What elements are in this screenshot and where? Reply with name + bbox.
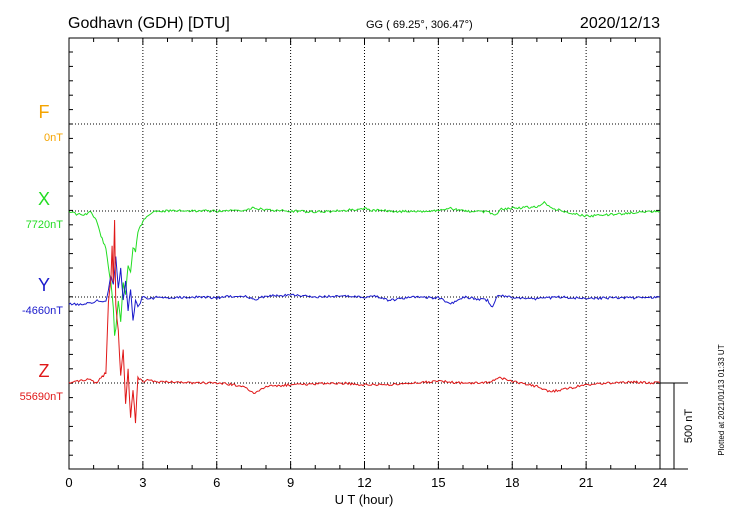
series-name-X: X xyxy=(38,189,50,209)
x-tick-labels: 0 3 6 9 12 15 18 21 24 xyxy=(65,475,667,490)
series-baseline-Z: 55690nT xyxy=(20,391,64,403)
series-line-Z xyxy=(68,219,661,424)
x-axis-label: U T (hour) xyxy=(335,492,394,507)
scale-bar-label: 500 nT xyxy=(683,409,695,444)
x-tick-label-6: 6 xyxy=(213,475,220,490)
plot-date: 2020/12/13 xyxy=(580,15,660,32)
series-name-F: F xyxy=(39,102,50,122)
x-tick-label-21: 21 xyxy=(579,475,593,490)
x-tick-label-12: 12 xyxy=(357,475,371,490)
x-tick-label-24: 24 xyxy=(653,475,667,490)
series-baseline-Y: -4660nT xyxy=(22,305,63,317)
x-tick-label-0: 0 xyxy=(65,475,72,490)
station-title: Godhavn (GDH) [DTU] xyxy=(68,15,230,32)
axis-ticks xyxy=(68,38,661,469)
series-name-Y: Y xyxy=(38,275,50,295)
grid-lines xyxy=(69,38,660,469)
plotted-note: Plotted at 2021/01/13 01:33 UT xyxy=(717,344,726,455)
series-labels: F 0nT X 7720nT Y -4660nT Z 55690nT xyxy=(20,102,64,403)
series-baseline-F: 0nT xyxy=(44,132,63,144)
series-line-X xyxy=(68,200,661,336)
series-line-Y xyxy=(68,256,661,321)
x-tick-label-18: 18 xyxy=(505,475,519,490)
series-lines xyxy=(68,200,661,424)
station-coords: GG ( 69.25°, 306.47°) xyxy=(366,19,473,31)
scale-bar: 500 nT xyxy=(660,382,695,470)
series-baseline-X: 7720nT xyxy=(26,219,64,231)
x-tick-label-3: 3 xyxy=(139,475,146,490)
series-name-Z: Z xyxy=(39,361,50,381)
x-tick-label-9: 9 xyxy=(287,475,294,490)
x-tick-label-15: 15 xyxy=(431,475,445,490)
